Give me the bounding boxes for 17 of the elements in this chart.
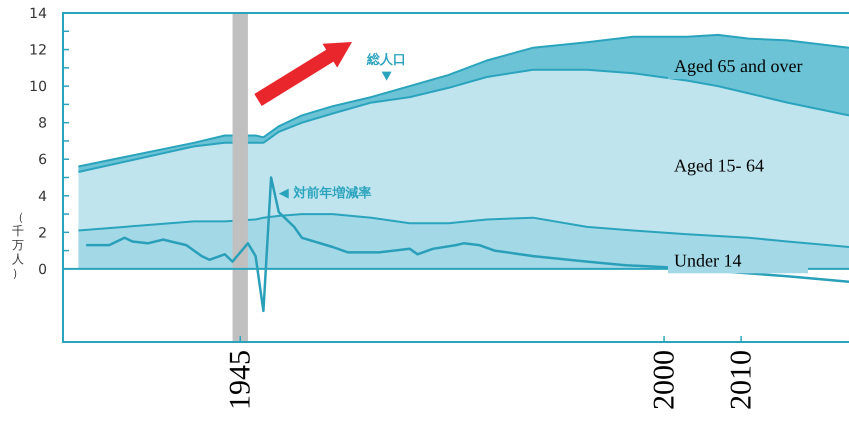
annotation: ◀ 対前年増減率 [278,185,372,202]
y-tick-label: 12 [29,42,47,59]
annotation: 総人口 [366,52,406,68]
x-tick-label: 1945 [224,350,257,410]
x-tick-label: 2000 [648,350,681,410]
y-tick-label: 2 [38,225,47,242]
y-tick-label: 4 [38,188,48,205]
y-tick-label: 0 [38,262,47,278]
y-tick-label: 6 [38,152,48,168]
y-tick-label: 14 [29,6,48,22]
y-tick-label: 10 [29,79,47,96]
series-label: Aged 65 and over [674,56,802,76]
series-label: Under 14 [674,250,742,270]
series-label: Aged 15- 64 [674,156,764,176]
y-tick-label: 8 [38,116,47,132]
x-tick-label: 2010 [724,350,758,410]
ylabel: （千万人） [12,210,24,280]
